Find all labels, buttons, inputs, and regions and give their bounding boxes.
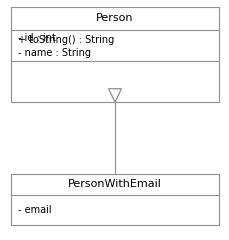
Text: + toString() : String: + toString() : String	[18, 35, 114, 45]
Text: Person: Person	[96, 13, 133, 24]
Bar	[11, 174, 218, 225]
Text: - id : int: - id : int	[18, 33, 56, 42]
Text: PersonWithEmail: PersonWithEmail	[68, 179, 161, 189]
Bar	[11, 7, 218, 102]
Polygon shape	[108, 89, 121, 102]
Text: - name : String: - name : String	[18, 48, 90, 58]
Text: - email: - email	[18, 205, 51, 215]
